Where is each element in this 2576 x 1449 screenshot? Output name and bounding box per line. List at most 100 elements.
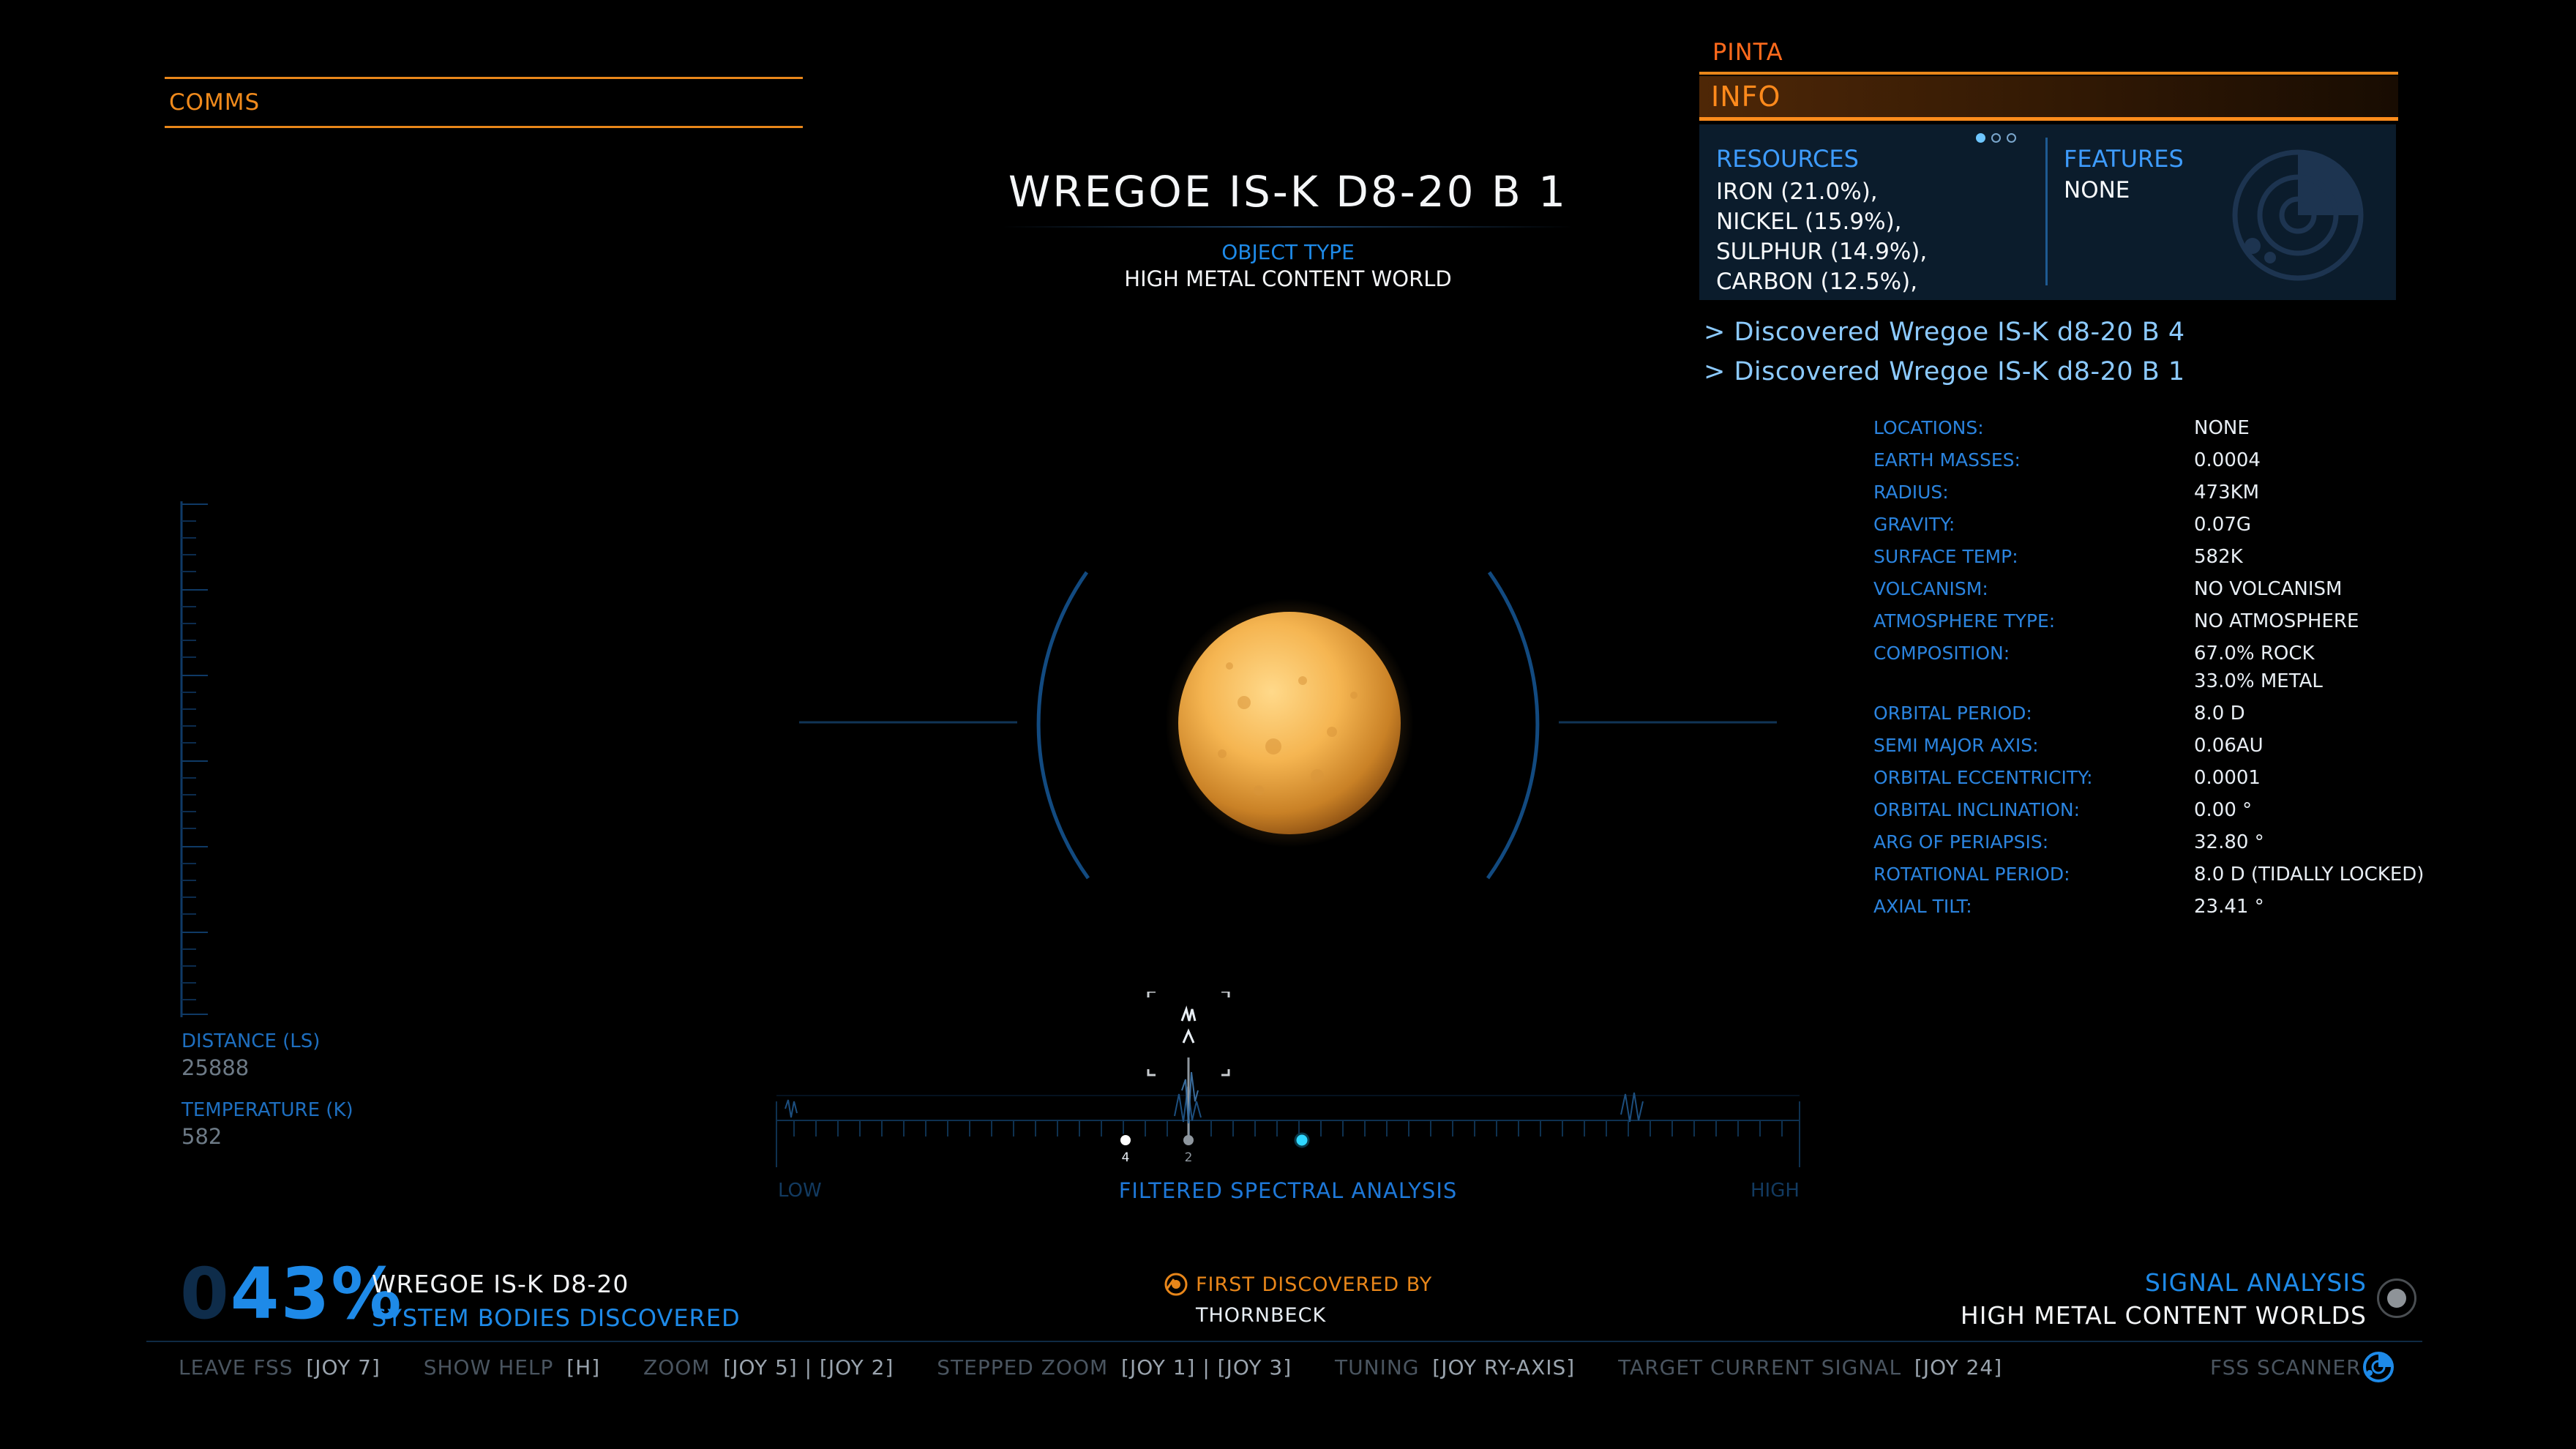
property-row: COMPOSITION: 67.0% ROCK 33.0% METAL — [1873, 643, 2547, 703]
control-label: SHOW HELP — [423, 1355, 554, 1379]
spectrum-low-label: LOW — [778, 1180, 822, 1202]
signal-marker-active — [1294, 1132, 1310, 1148]
property-row: EARTH MASSES: 0.0004 — [1873, 449, 2547, 482]
property-row: AXIAL TILT: 23.41 ° — [1873, 896, 2547, 928]
resources-divider — [2045, 138, 2048, 285]
fss-scanner-label: FSS SCANNER — [2210, 1355, 2362, 1379]
reticle-bracket-right — [1486, 571, 1540, 880]
property-value: 32.80 ° — [2194, 831, 2264, 853]
property-row: SEMI MAJOR AXIS: 0.06AU — [1873, 735, 2547, 767]
first-discovered-name: THORNBECK — [1196, 1304, 1327, 1327]
signal-marker-label: 2 — [1185, 1150, 1193, 1165]
property-label: VOLCANISM: — [1873, 578, 1988, 599]
signal-marker-label: 4 — [1122, 1150, 1130, 1165]
discovery-log-item[interactable]: > Discovered Wregoe IS-K d8-20 B 4 — [1704, 318, 2185, 347]
property-label: LOCATIONS: — [1873, 417, 1984, 438]
distance-ruler — [180, 501, 208, 1017]
resource-item: CARBON (12.5%), — [1716, 269, 1918, 295]
signal-waveforms — [785, 1086, 1644, 1123]
temperature-label: TEMPERATURE (K) — [181, 1099, 353, 1121]
property-value: 0.07G — [2194, 514, 2252, 536]
comms-panel[interactable]: COMMS — [165, 77, 803, 128]
signal-analysis-value: HIGH METAL CONTENT WORLDS — [1960, 1301, 2367, 1330]
info-pager[interactable] — [1976, 133, 2016, 143]
property-label: GRAVITY: — [1873, 514, 1955, 535]
property-row: ROTATIONAL PERIOD: 8.0 D (TIDALLY LOCKED… — [1873, 864, 2547, 896]
object-type-label: OBJECT TYPE — [1221, 240, 1355, 264]
spectrum-title: FILTERED SPECTRAL ANALYSIS — [1118, 1178, 1458, 1203]
discoverer-icon — [1164, 1273, 1188, 1296]
property-value: 473KM — [2194, 482, 2260, 503]
resource-item: SULPHUR (14.9%), — [1716, 239, 1928, 265]
property-label: SEMI MAJOR AXIS: — [1873, 735, 2039, 756]
property-row: ORBITAL PERIOD: 8.0 D — [1873, 703, 2547, 735]
temperature-value: 582 — [181, 1124, 222, 1149]
property-row: ORBITAL INCLINATION: 0.00 ° — [1873, 799, 2547, 831]
spectrum-high-label: HIGH — [1751, 1180, 1800, 1202]
reticle-bracket-left — [1036, 571, 1090, 880]
property-label: RADIUS: — [1873, 482, 1949, 503]
control-label: STEPPED ZOOM — [937, 1355, 1109, 1379]
control-label: TUNING — [1335, 1355, 1420, 1379]
property-label: COMPOSITION: — [1873, 643, 2010, 664]
property-label: ARG OF PERIAPSIS: — [1873, 831, 2049, 853]
body-properties: LOCATIONS: NONE EARTH MASSES: 0.0004 RAD… — [1873, 417, 2547, 928]
property-value-secondary: 33.0% METAL — [2194, 670, 2323, 692]
control-label: ZOOM — [643, 1355, 711, 1379]
resource-item: IRON (21.0%), — [1716, 179, 1878, 205]
property-label: ATMOSPHERE TYPE: — [1873, 610, 2056, 632]
signal-analysis-indicator-icon[interactable] — [2377, 1278, 2416, 1318]
property-label: SURFACE TEMP: — [1873, 546, 2018, 567]
property-row: GRAVITY: 0.07G — [1873, 514, 2547, 546]
info-tab-header[interactable]: INFO — [1699, 76, 2398, 119]
first-discovered-label: FIRST DISCOVERED BY — [1196, 1273, 1433, 1296]
system-bodies-label: SYSTEM BODIES DISCOVERED — [372, 1304, 741, 1332]
distance-label: DISTANCE (LS) — [181, 1030, 321, 1052]
control-key: [JOY 7] — [306, 1355, 381, 1379]
control-key: [JOY RY-AXIS] — [1432, 1355, 1576, 1379]
pager-dot[interactable] — [2007, 133, 2016, 143]
controls-hint-bar: LEAVE FSS [JOY 7] SHOW HELP [H] ZOOM [JO… — [179, 1355, 2039, 1379]
property-label: AXIAL TILT: — [1873, 896, 1972, 917]
spectral-analysis-band[interactable]: 4 2 — [772, 992, 1804, 1175]
planet-sphere — [1178, 612, 1401, 834]
planet-viewport[interactable] — [790, 556, 1786, 893]
property-label: ORBITAL ECCENTRICITY: — [1873, 767, 2093, 788]
control-label: LEAVE FSS — [179, 1355, 293, 1379]
property-value: 23.41 ° — [2194, 896, 2264, 918]
spectrum-ticks — [793, 1120, 1783, 1137]
property-row: RADIUS: 473KM — [1873, 482, 2547, 514]
property-value: 582K — [2194, 546, 2243, 568]
property-value: 0.00 ° — [2194, 799, 2253, 821]
distance-value: 25888 — [181, 1055, 250, 1080]
info-header-rule — [1699, 117, 2398, 121]
property-value: 67.0% ROCK — [2194, 643, 2315, 664]
resources-label: RESOURCES — [1716, 145, 1859, 173]
property-value: 0.0001 — [2194, 767, 2261, 789]
property-row: SURFACE TEMP: 582K — [1873, 546, 2547, 578]
comms-label: COMMS — [169, 89, 261, 116]
control-label: TARGET CURRENT SIGNAL — [1618, 1355, 1902, 1379]
property-value: NONE — [2194, 417, 2250, 439]
pager-dot[interactable] — [1976, 133, 1985, 143]
property-value: 0.06AU — [2194, 735, 2264, 757]
pager-dot[interactable] — [1991, 133, 2001, 143]
property-label: ORBITAL INCLINATION: — [1873, 799, 2081, 820]
control-key: [JOY 5] | [JOY 2] — [723, 1355, 894, 1379]
signal-analysis-label: SIGNAL ANALYSIS — [2144, 1268, 2367, 1297]
control-key: [H] — [566, 1355, 601, 1379]
property-value: NO ATMOSPHERE — [2194, 610, 2359, 632]
discovery-log-item[interactable]: > Discovered Wregoe IS-K d8-20 B 1 — [1704, 357, 2185, 386]
features-label: FEATURES — [2064, 145, 2184, 173]
property-label: EARTH MASSES: — [1873, 449, 2021, 471]
control-key: [JOY 24] — [1914, 1355, 2003, 1379]
tuning-reticle — [1147, 992, 1230, 1142]
property-label: ORBITAL PERIOD: — [1873, 703, 2032, 724]
signal-marker — [1183, 1135, 1194, 1145]
resources-list: IRON (21.0%), NICKEL (15.9%), SULPHUR (1… — [1716, 177, 1927, 297]
property-value: 8.0 D — [2194, 703, 2245, 724]
features-value: NONE — [2064, 177, 2130, 203]
title-divider — [1003, 226, 1573, 228]
percentage-value: 43% — [230, 1253, 403, 1335]
signal-marker — [1119, 1134, 1132, 1147]
